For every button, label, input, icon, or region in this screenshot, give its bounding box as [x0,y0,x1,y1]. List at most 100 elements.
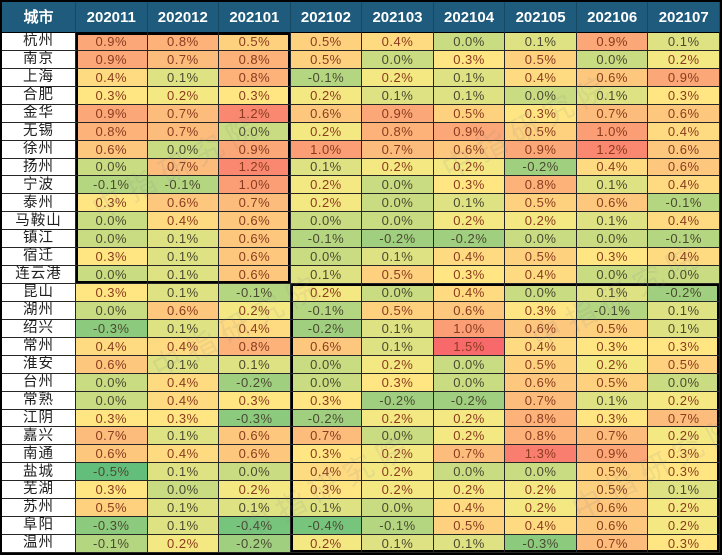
value-cell: 0.7% [648,409,720,428]
value-cell: 0.8% [219,68,291,87]
value-cell: 1.2% [576,140,649,159]
value-cell: 0.2% [362,68,434,87]
value-cell: 0.2% [505,212,577,231]
value-cell: -0.2% [362,391,434,410]
value-cell: 0.6% [76,445,148,464]
value-cell: 0.0% [362,194,434,213]
value-cell: 0.6% [219,212,291,231]
value-cell: 0.2% [290,176,363,195]
value-cell: 0.7% [76,427,148,446]
value-cell: 0.3% [433,266,506,285]
value-cell: 0.1% [147,68,220,87]
value-cell: 0.1% [147,319,220,338]
column-header-202011: 202011 [76,2,148,33]
value-cell: 0.6% [505,373,577,392]
value-cell: -0.1% [290,301,363,320]
value-cell: 0.1% [147,248,220,267]
value-cell: 0.5% [648,355,720,374]
value-cell: 0.0% [290,212,363,231]
value-cell: 0.1% [362,337,434,356]
value-cell: 0.5% [505,194,577,213]
value-cell: 0.3% [76,86,148,105]
value-cell: 0.5% [433,104,506,123]
value-cell: 1.2% [219,158,291,177]
value-cell: 0.5% [505,355,577,374]
value-cell: 0.4% [433,248,506,267]
value-cell: 0.1% [147,284,220,302]
value-cell: 0.1% [147,427,220,446]
value-cell: 0.6% [648,158,720,177]
value-cell: 0.1% [648,319,720,338]
value-cell: 0.0% [219,122,291,141]
value-cell: 0.2% [648,427,720,446]
value-cell: 0.0% [76,266,148,285]
value-cell: -0.2% [219,373,291,392]
value-cell: 0.2% [433,409,506,428]
city-label: 苏州 [2,499,76,518]
value-cell: 0.7% [147,158,220,177]
value-cell: 0.8% [219,337,291,356]
value-cell: 0.3% [290,391,363,410]
value-cell: 0.6% [433,140,506,159]
value-cell: -0.2% [362,230,434,249]
value-cell: 0.4% [147,445,220,464]
value-cell: 0.3% [219,86,291,105]
value-cell: 0.2% [505,499,577,518]
value-cell: 0.3% [219,391,291,410]
value-cell: 0.0% [219,463,291,482]
value-cell: 0.2% [219,301,291,320]
value-cell: -0.1% [147,176,220,195]
value-cell: 0.0% [505,230,577,249]
value-cell: 0.7% [147,104,220,123]
value-cell: 0.2% [290,284,363,302]
value-cell: 0.0% [433,373,506,392]
city-label: 金华 [2,104,76,123]
value-cell: 0.2% [505,481,577,500]
value-cell: 0.4% [147,391,220,410]
value-cell: 0.9% [362,104,434,123]
city-label: 宁波 [2,176,76,195]
value-cell: 0.5% [505,248,577,267]
value-cell: 0.3% [76,481,148,500]
value-cell: 0.1% [147,463,220,482]
value-cell: 0.7% [433,445,506,464]
value-cell: 0.3% [76,248,148,267]
city-label: 南京 [2,50,76,69]
value-cell: 0.2% [362,409,434,428]
value-cell: 0.3% [290,445,363,464]
city-label: 芜湖 [2,481,76,500]
value-cell: 0.8% [505,427,577,446]
value-cell: 0.5% [576,481,649,500]
value-cell: 0.1% [576,391,649,410]
value-cell: 0.6% [147,194,220,213]
column-header-city: 城市 [2,2,76,33]
value-cell: 0.0% [362,499,434,518]
value-cell: 0.5% [219,33,291,51]
value-cell: 0.3% [648,463,720,482]
column-header-202105: 202105 [505,2,577,33]
value-cell: 0.0% [76,212,148,231]
value-cell: 0.2% [362,481,434,500]
value-cell: 0.1% [147,517,220,536]
value-cell: 0.6% [505,319,577,338]
city-label: 连云港 [2,266,76,285]
value-cell: 0.0% [76,373,148,392]
value-cell: 0.1% [219,355,291,374]
city-label: 徐州 [2,140,76,159]
value-cell: 0.5% [505,50,577,69]
value-cell: 0.0% [147,481,220,500]
value-cell: 0.6% [290,337,363,356]
value-cell: 0.0% [648,373,720,392]
value-cell: 0.5% [433,517,506,536]
value-cell: 0.4% [648,248,720,267]
value-cell: 0.6% [576,499,649,518]
value-cell: 0.5% [362,266,434,285]
city-label: 江阴 [2,409,76,428]
value-cell: 0.6% [219,230,291,249]
city-label: 泰州 [2,194,76,213]
value-cell: 0.0% [76,230,148,249]
value-cell: 1.0% [576,122,649,141]
value-cell: 0.0% [147,140,220,159]
value-cell: 0.0% [76,301,148,320]
